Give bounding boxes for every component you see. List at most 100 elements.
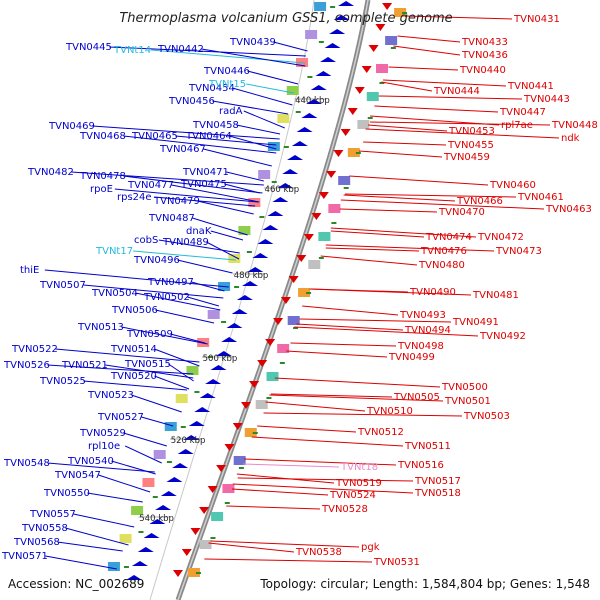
gene-label-left[interactable]: TVN0439 bbox=[229, 37, 276, 48]
gene-label-right[interactable]: TVN0431 bbox=[513, 14, 560, 25]
gene-label-right[interactable]: TVN0505 bbox=[393, 392, 440, 403]
gene-label-right[interactable]: TVN0473 bbox=[495, 246, 542, 257]
gene-label-right[interactable]: TVN0448 bbox=[551, 120, 598, 131]
gene-label-right[interactable]: TVN0490 bbox=[409, 287, 456, 298]
gene-label-left[interactable]: TVN0515 bbox=[124, 359, 171, 370]
gene-label-left[interactable]: TVN0464 bbox=[185, 131, 232, 142]
gene-label-right[interactable]: ndk bbox=[561, 133, 580, 144]
gene-label-right[interactable]: TVN0466 bbox=[456, 196, 503, 207]
gene-label-left[interactable]: TVN0504 bbox=[91, 288, 138, 299]
gene-label-left[interactable]: TVN0442 bbox=[157, 44, 204, 55]
gene-label-right[interactable]: TVN0476 bbox=[420, 246, 467, 257]
gene-label-left[interactable]: TVN0482 bbox=[27, 167, 74, 178]
gene-label-right[interactable]: TVN0461 bbox=[517, 192, 564, 203]
gene-label-left[interactable]: TVNt17 bbox=[95, 246, 133, 257]
gene-label-right[interactable]: TVN0460 bbox=[489, 180, 536, 191]
gene-label-right[interactable]: TVN0511 bbox=[404, 441, 451, 452]
gene-label-right[interactable]: TVN0447 bbox=[499, 107, 546, 118]
gene-label-left[interactable]: TVN0568 bbox=[13, 537, 60, 548]
gene-label-left[interactable]: TVNt15 bbox=[208, 79, 246, 90]
gene-label-left[interactable]: TVN0478 bbox=[79, 171, 126, 182]
gene-label-left[interactable]: TVNt14 bbox=[113, 45, 151, 56]
gene-label-left[interactable]: TVN0468 bbox=[79, 131, 126, 142]
gene-label-right[interactable]: TVN0433 bbox=[461, 37, 508, 48]
gene-label-left[interactable]: TVN0465 bbox=[131, 131, 178, 142]
gene-label-left[interactable]: TVN0454 bbox=[188, 83, 235, 94]
gene-label-left[interactable]: TVN0527 bbox=[97, 412, 144, 423]
gene-label-left[interactable]: dnaK bbox=[186, 226, 212, 237]
gene-label-right[interactable]: TVN0470 bbox=[438, 207, 485, 218]
gene-label-right[interactable]: TVN0512 bbox=[357, 427, 404, 438]
gene-label-left[interactable]: rps24e bbox=[117, 192, 152, 203]
gene-label-right[interactable]: rpl7ae bbox=[501, 120, 533, 131]
gene-label-right[interactable]: TVN0503 bbox=[463, 411, 510, 422]
gene-label-right[interactable]: TVN0453 bbox=[448, 126, 495, 137]
gene-label-left[interactable]: TVN0475 bbox=[180, 179, 227, 190]
gene-label-left[interactable]: TVN0502 bbox=[143, 292, 190, 303]
gene-label-right[interactable]: TVN0444 bbox=[433, 86, 480, 97]
gene-label-right[interactable]: TVN0516 bbox=[397, 460, 444, 471]
gene-label-right[interactable]: TVN0443 bbox=[523, 94, 570, 105]
gene-label-left[interactable]: TVN0469 bbox=[48, 121, 95, 132]
gene-label-left[interactable]: TVN0557 bbox=[29, 509, 76, 520]
gene-label-left[interactable]: TVN0477 bbox=[127, 180, 174, 191]
gene-label-left[interactable]: radA bbox=[219, 106, 243, 117]
gene-label-right[interactable]: TVN0501 bbox=[444, 396, 491, 407]
gene-label-right[interactable]: TVN0440 bbox=[459, 65, 506, 76]
gene-label-right[interactable]: TVN0528 bbox=[321, 504, 368, 515]
gene-label-left[interactable]: rpl10e bbox=[88, 441, 120, 452]
gene-label-left[interactable]: thiE bbox=[20, 265, 39, 276]
gene-label-right[interactable]: TVN0518 bbox=[414, 488, 461, 499]
gene-label-left[interactable]: TVN0525 bbox=[39, 376, 86, 387]
gene-label-left[interactable]: TVN0521 bbox=[61, 360, 108, 371]
gene-label-right[interactable]: TVN0463 bbox=[545, 204, 592, 215]
gene-label-right[interactable]: TVN0480 bbox=[418, 260, 465, 271]
gene-label-right[interactable]: TVN0472 bbox=[477, 232, 524, 243]
gene-label-right[interactable]: TVN0492 bbox=[479, 331, 526, 342]
gene-label-left[interactable]: TVN0506 bbox=[111, 305, 158, 316]
gene-label-right[interactable]: TVN0519 bbox=[335, 478, 382, 489]
gene-label-right[interactable]: pgk bbox=[361, 542, 380, 553]
gene-label-left[interactable]: TVN0540 bbox=[67, 456, 114, 467]
gene-label-right[interactable]: TVN0538 bbox=[295, 547, 342, 558]
gene-label-left[interactable]: TVN0471 bbox=[182, 167, 229, 178]
gene-label-right[interactable]: TVN0498 bbox=[397, 341, 444, 352]
gene-label-left[interactable]: TVN0547 bbox=[54, 470, 101, 481]
gene-label-right[interactable]: TVN0510 bbox=[366, 406, 413, 417]
gene-label-left[interactable]: TVN0529 bbox=[79, 428, 126, 439]
gene-label-left[interactable]: rpoE bbox=[90, 184, 113, 195]
gene-label-right[interactable]: TVN0499 bbox=[388, 352, 435, 363]
gene-label-right[interactable]: TVN0493 bbox=[399, 310, 446, 321]
gene-label-left[interactable]: TVN0523 bbox=[87, 390, 134, 401]
gene-label-right[interactable]: TVN0436 bbox=[461, 50, 508, 61]
gene-label-right[interactable]: TVN0474 bbox=[425, 232, 472, 243]
gene-label-left[interactable]: TVN0446 bbox=[203, 66, 250, 77]
gene-label-left[interactable]: TVN0458 bbox=[192, 120, 239, 131]
gene-label-left[interactable]: TVN0509 bbox=[126, 329, 173, 340]
gene-label-right[interactable]: TVN0481 bbox=[472, 290, 519, 301]
gene-label-right[interactable]: TVN0531 bbox=[373, 557, 420, 568]
gene-label-right[interactable]: TVN0517 bbox=[414, 476, 461, 487]
gene-label-left[interactable]: TVN0445 bbox=[65, 42, 112, 53]
gene-label-right[interactable]: TVN0524 bbox=[329, 490, 376, 501]
gene-label-right[interactable]: TVNt18 bbox=[340, 462, 378, 473]
gene-label-right[interactable]: TVN0494 bbox=[404, 325, 451, 336]
gene-label-right[interactable]: TVN0441 bbox=[507, 81, 554, 92]
gene-label-left[interactable]: TVN0497 bbox=[147, 277, 194, 288]
gene-label-left[interactable]: TVN0522 bbox=[11, 344, 58, 355]
gene-label-left[interactable]: cobS bbox=[134, 235, 158, 246]
gene-label-left[interactable]: TVN0571 bbox=[1, 551, 48, 562]
gene-label-left[interactable]: TVN0496 bbox=[133, 255, 180, 266]
gene-label-left[interactable]: TVN0548 bbox=[3, 458, 50, 469]
gene-label-left[interactable]: TVN0526 bbox=[3, 360, 50, 371]
gene-label-left[interactable]: TVN0513 bbox=[77, 322, 124, 333]
gene-label-right[interactable]: TVN0455 bbox=[447, 140, 494, 151]
gene-label-left[interactable]: TVN0558 bbox=[21, 523, 68, 534]
gene-label-right[interactable]: TVN0491 bbox=[452, 317, 499, 328]
gene-label-left[interactable]: TVN0487 bbox=[148, 213, 195, 224]
gene-label-right[interactable]: TVN0500 bbox=[441, 382, 488, 393]
gene-label-left[interactable]: TVN0489 bbox=[162, 237, 209, 248]
gene-label-left[interactable]: TVN0507 bbox=[39, 280, 86, 291]
gene-label-right[interactable]: TVN0459 bbox=[443, 152, 490, 163]
gene-label-left[interactable]: TVN0550 bbox=[43, 488, 90, 499]
